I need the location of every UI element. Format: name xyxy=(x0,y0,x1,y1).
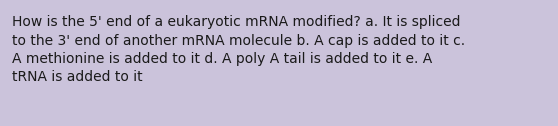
Text: How is the 5' end of a eukaryotic mRNA modified? a. It is spliced
to the 3' end : How is the 5' end of a eukaryotic mRNA m… xyxy=(12,15,465,84)
